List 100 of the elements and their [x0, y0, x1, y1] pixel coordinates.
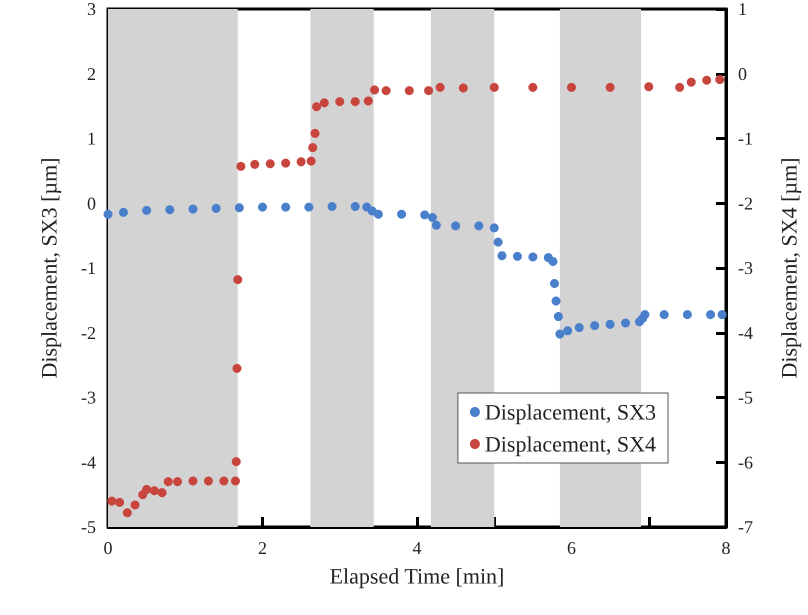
point — [306, 156, 316, 166]
x-tick-label: 8 — [722, 538, 730, 558]
point — [350, 97, 360, 106]
y2-tick-label: -2 — [738, 193, 753, 214]
y2-tick-label: -4 — [738, 322, 753, 343]
point — [258, 202, 267, 212]
point — [660, 310, 669, 320]
y2-tick-label: -5 — [738, 388, 753, 408]
point — [115, 498, 124, 507]
point — [107, 496, 116, 506]
x-tick-label: 6 — [567, 538, 576, 558]
x-axis-title: Elapsed Time [min] — [330, 564, 504, 588]
point — [232, 364, 242, 373]
point — [552, 296, 561, 306]
point — [164, 477, 173, 486]
point — [158, 488, 167, 498]
point — [424, 86, 434, 96]
point — [310, 128, 320, 138]
point — [118, 208, 128, 217]
point — [702, 76, 712, 85]
point — [451, 221, 460, 230]
y-tick-label: -5 — [81, 517, 96, 537]
y2-tick-label: -1 — [738, 128, 753, 148]
y2-tick-label: -6 — [738, 452, 753, 472]
point — [188, 476, 198, 486]
point — [236, 162, 246, 171]
point — [563, 326, 572, 336]
y-axis-title: Displacement, SX3 [µm] — [36, 157, 62, 379]
point — [590, 321, 600, 330]
point — [606, 82, 615, 92]
legend-label: Displacement, SX4 — [484, 432, 656, 456]
point — [234, 203, 244, 212]
point — [370, 85, 380, 94]
point — [494, 238, 503, 247]
legend-label: Displacement, SX3 — [484, 400, 656, 424]
y2-tick-label: 0 — [738, 64, 747, 84]
point — [644, 82, 654, 92]
point — [130, 500, 140, 510]
point — [490, 223, 499, 232]
point — [232, 457, 241, 466]
point — [320, 98, 329, 108]
point — [296, 157, 306, 166]
y-tick-label: 1 — [87, 128, 96, 148]
point — [706, 310, 716, 320]
y2-tick-label: 1 — [738, 0, 747, 19]
x-tick-label: 2 — [258, 538, 267, 558]
y-tick-label: 0 — [87, 193, 96, 214]
point — [548, 257, 558, 266]
point — [640, 310, 650, 320]
point — [230, 476, 240, 486]
point — [397, 210, 406, 219]
point — [312, 102, 322, 112]
point — [550, 279, 560, 288]
point — [555, 330, 564, 339]
point — [104, 210, 112, 219]
y2-axis-title: Displacement, SX4 [µm] — [776, 157, 802, 379]
y-tick-label: -2 — [81, 322, 96, 343]
point — [404, 86, 414, 96]
x-tick-label: 0 — [104, 538, 112, 558]
x-tick-label: 4 — [412, 538, 422, 558]
point — [374, 210, 383, 219]
point — [233, 275, 242, 284]
point — [142, 206, 152, 215]
point — [204, 476, 213, 486]
point — [497, 251, 506, 260]
point — [432, 220, 441, 230]
point — [574, 323, 584, 332]
point — [718, 310, 727, 320]
y-tick-label: 3 — [87, 0, 96, 19]
point — [308, 143, 318, 152]
point — [281, 202, 290, 212]
y2-tick-label: -7 — [738, 517, 753, 537]
y2-tick-label: -3 — [738, 258, 753, 278]
point — [567, 82, 576, 92]
point — [304, 202, 314, 212]
point — [122, 508, 132, 518]
point — [350, 202, 360, 211]
point — [715, 75, 724, 84]
point — [682, 310, 692, 320]
point — [150, 486, 159, 496]
point — [528, 252, 538, 262]
point — [266, 159, 275, 168]
point — [335, 97, 344, 106]
point — [142, 484, 152, 494]
point — [382, 86, 391, 96]
point — [675, 82, 684, 92]
point — [188, 204, 198, 214]
point — [281, 158, 290, 168]
point — [173, 477, 182, 486]
point — [686, 78, 696, 87]
y-tick-label: -3 — [81, 388, 96, 408]
point — [436, 82, 445, 92]
point — [528, 82, 538, 92]
point — [428, 212, 437, 222]
point — [250, 160, 260, 169]
point — [474, 221, 484, 230]
point — [420, 210, 430, 220]
point — [621, 318, 630, 328]
y-tick-label: 2 — [87, 64, 96, 84]
y-tick-label: -1 — [81, 258, 96, 278]
